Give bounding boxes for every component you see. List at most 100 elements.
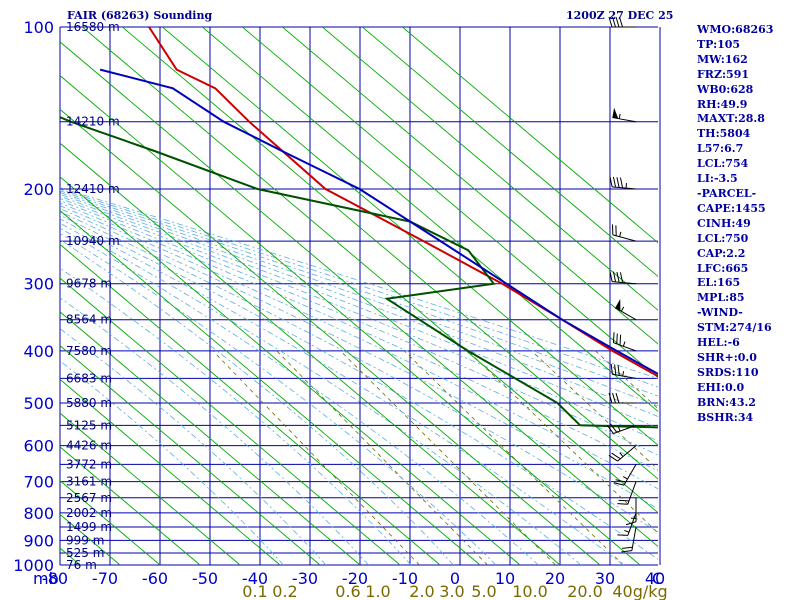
height-label: 8564 m [66,313,112,327]
height-label: 3161 m [66,475,112,489]
dry-adiabat [361,27,658,278]
wind-barbs [606,16,637,553]
barb-flag [617,503,628,505]
temperature-profile [148,27,658,378]
moist-adiabat [60,202,658,472]
wind-barb [608,392,636,404]
height-label: 3772 m [66,457,112,471]
pressure-unit-label: mb [33,569,59,588]
height-label: 76 m [66,558,97,572]
mixing-ratio-label: 10.0 [512,582,548,600]
barb-flag [616,271,620,283]
moist-adiabat [60,205,658,490]
barb-flag [617,365,620,376]
barb-flag [608,392,613,404]
dry-adiabat [60,243,441,565]
temp-tick-label: 10 [495,569,515,588]
barb-flag [612,332,615,343]
dewpoint-profile [60,116,658,429]
mixing-ratio-line [212,350,420,565]
dry-adiabat [60,210,481,565]
moist-adiabat [60,195,658,429]
moist-adiabat [60,208,658,510]
dry-adiabat [401,27,658,244]
grid-layer [59,26,661,566]
index-stat: SRDS:110 [697,365,759,379]
dry-adiabat [81,27,658,514]
barb-flag [622,546,633,549]
barb-flag [612,16,616,28]
index-stat: EHI:0.0 [697,380,745,394]
wind-barb [609,271,637,285]
index-stat: HEL:-6 [697,336,740,350]
barb-pennant [615,299,621,311]
wind-barb [612,224,637,242]
wind-barb [621,526,637,553]
barb-flag [625,521,637,526]
moist-adiabat [60,211,658,533]
moist-adiabat [60,214,658,560]
indices-panel: WMO:68263 TP:105 MW:162 FRZ:591 WB0:628 RH:49… [697,23,800,425]
moist-adiabat [60,232,497,565]
mixing-ratio-label: 0.1 [242,582,267,600]
temp-tick-label: -30 [292,569,318,588]
barb-flag [613,482,625,486]
index-stat: LI:-3.5 [697,172,738,186]
pressure-tick-label: 200 [23,180,54,199]
height-label: 9678 m [66,277,112,291]
index-stat: TH:5804 [697,127,751,141]
height-label: 14210 m [66,115,120,129]
barb-staff [631,526,637,551]
barb-half-flag [619,231,622,237]
moist-adiabat [60,197,658,442]
temp-tick-label: 20 [545,569,565,588]
index-stat: WB0:628 [697,82,754,96]
pressure-tick-label: 900 [23,531,54,550]
dry-adiabat [60,108,601,565]
dry-adiabat [60,345,321,565]
barb-flag [616,333,618,344]
barb-half-flag [622,371,625,377]
barb-flag [619,334,622,346]
barb-flag [619,272,624,283]
pressure-tick-label: 100 [23,18,54,37]
barb-staff [614,307,637,321]
barb-staff [617,445,637,462]
mixing-ratio-label: 3.0 [439,582,464,600]
sounding-time: 1200Z 27 DEC 25 [566,9,674,22]
moist-adiabat [60,267,412,565]
index-stat: RH:49.9 [697,97,748,111]
height-label: 7580 m [66,344,112,358]
moist-adiabat [60,227,539,565]
index-stat: LFC:665 [697,261,749,275]
temp-tick-label: 30 [595,569,615,588]
temp-tick-label: -80 [42,569,68,588]
moist-adiabat [60,297,369,565]
index-stat: EL:165 [697,276,741,290]
dry-adiabat [241,27,658,379]
height-label: 5880 m [66,396,112,410]
height-label: 2002 m [66,506,112,520]
sounding-curves [60,27,658,565]
barb-flag [609,176,613,187]
wind-barb [612,332,637,352]
dry-adiabat [60,412,241,565]
pressure-tick-label: 300 [23,275,54,294]
index-stat: BRN:43.2 [697,395,756,409]
index-stat: LCL:750 [697,231,749,245]
barb-staff [612,186,637,190]
barb-half-flag [620,306,625,312]
barb-flag [609,271,613,282]
barb-flag [606,424,614,434]
height-label: 16580 m [66,20,120,34]
pressure-tick-label: 700 [23,473,54,492]
height-label: 5125 m [66,418,112,432]
index-stat: LCL:754 [697,157,749,171]
index-stat: SHR+:0.0 [697,350,757,364]
mixing-ratio-label: 40g/kg [612,582,667,600]
wind-barb [617,512,637,536]
index-stat: MW:162 [697,52,748,66]
index-stat: CAP:2.2 [697,246,746,260]
